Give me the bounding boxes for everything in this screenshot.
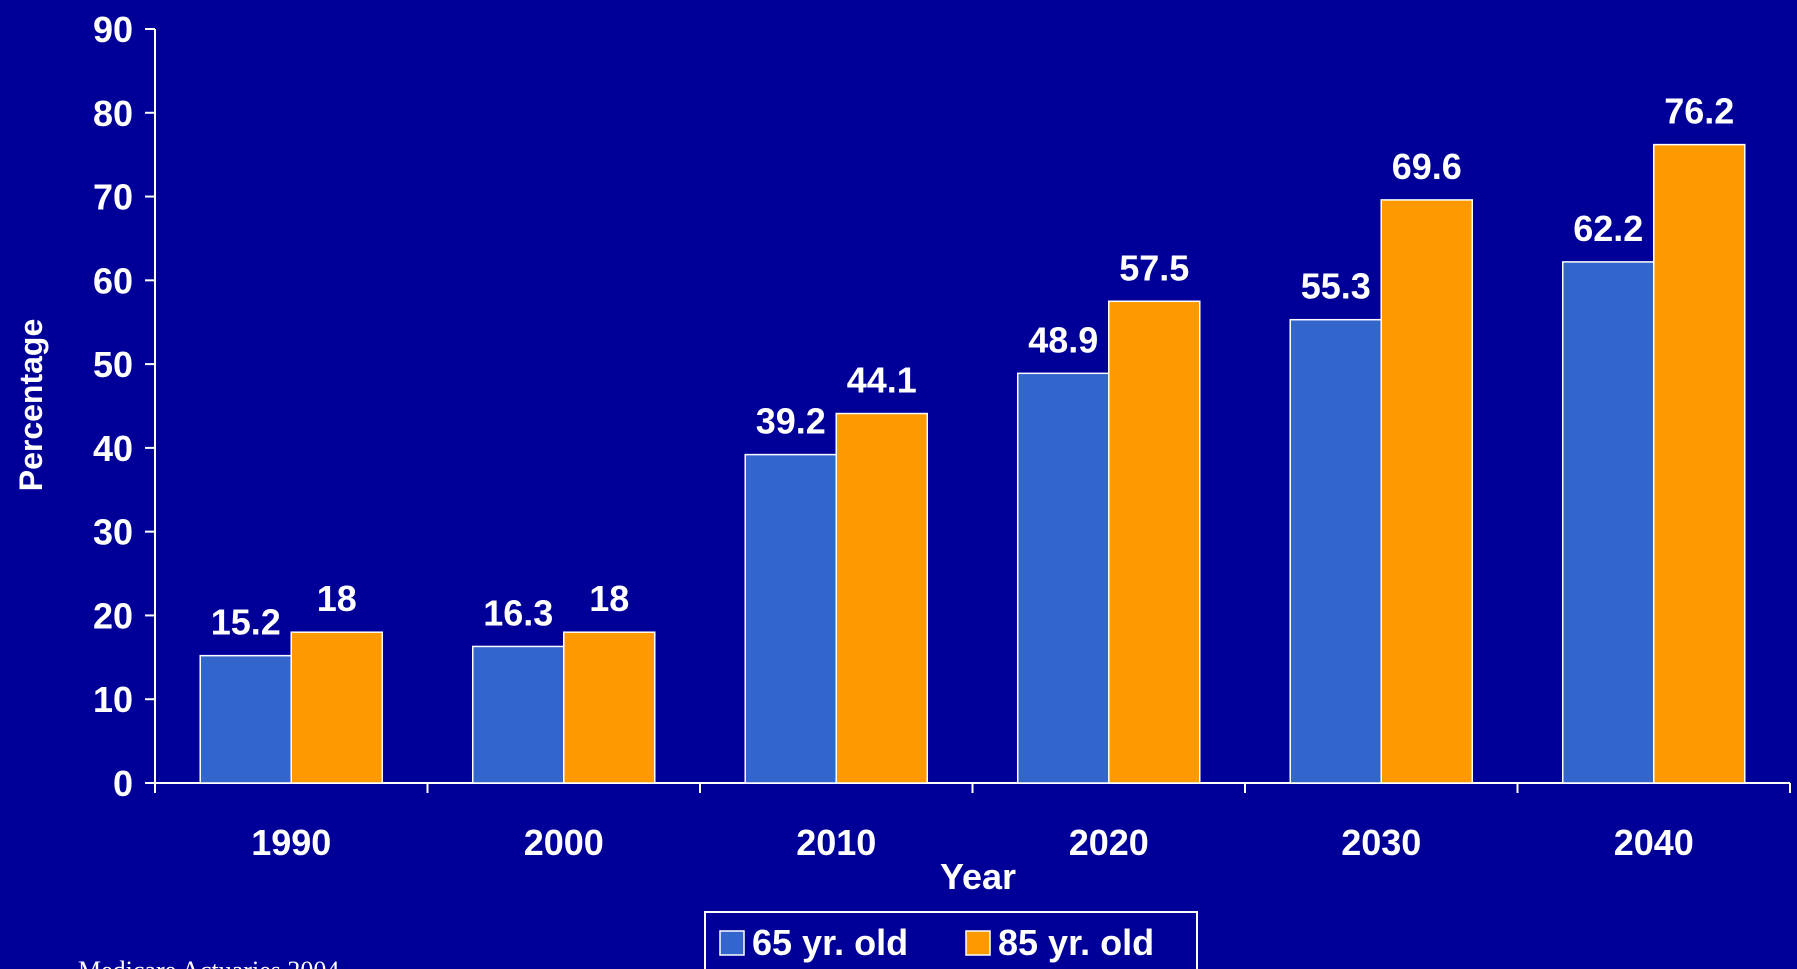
bar-65-2010 <box>744 453 837 784</box>
bar-65-2030 <box>1289 318 1382 784</box>
value-label-65-2030: 55.3 <box>1301 266 1371 307</box>
legend-label-65: 65 yr. old <box>752 922 908 963</box>
bar-85-2000 <box>563 631 656 784</box>
value-label-65-2020: 48.9 <box>1028 319 1098 360</box>
bar-85-2030 <box>1380 199 1474 784</box>
value-label-85-2030: 69.6 <box>1392 146 1462 187</box>
legend-swatch-85 <box>965 930 991 956</box>
y-tick-label: 50 <box>93 344 133 385</box>
y-tick-label: 10 <box>93 679 133 720</box>
legend: 65 yr. old 85 yr. old <box>704 911 1198 969</box>
value-label-65-1990: 15.2 <box>211 602 281 643</box>
value-label-85-2020: 57.5 <box>1119 247 1189 288</box>
value-label-65-2000: 16.3 <box>483 592 553 633</box>
x-tick-label: 2030 <box>1341 822 1421 863</box>
value-label-85-2000: 18 <box>589 578 629 619</box>
x-tick-label: 1990 <box>251 822 331 863</box>
bar-65-2020 <box>1016 372 1110 784</box>
y-axis-title: Percentage <box>13 319 49 492</box>
value-labels: 15.2 18 16.3 18 39.2 44.1 48.9 57.5 55.3 69.6 62.2… <box>211 91 1735 643</box>
y-tick-label: 20 <box>93 595 133 636</box>
value-label-85-1990: 18 <box>317 578 357 619</box>
x-tick-label: 2000 <box>524 822 604 863</box>
value-label-65-2040: 62.2 <box>1573 208 1643 249</box>
y-tick-label: 80 <box>93 93 133 134</box>
axes <box>145 28 1791 793</box>
bar-85-2040 <box>1653 143 1746 784</box>
bar-65-2040 <box>1561 261 1655 784</box>
source-note: Medicare Actuaries 2004 <box>78 956 339 969</box>
bar-85-1990 <box>290 631 384 784</box>
bar-85-2020 <box>1108 300 1201 784</box>
legend-swatch-65 <box>719 930 745 956</box>
y-tick-label: 70 <box>93 177 133 218</box>
x-axis-title: Year <box>940 856 1016 897</box>
value-label-65-2010: 39.2 <box>756 401 826 442</box>
y-tick-label: 30 <box>93 512 133 553</box>
bar-65-1990 <box>199 654 292 784</box>
y-tick-label: 0 <box>113 763 133 804</box>
value-label-85-2040: 76.2 <box>1664 91 1734 132</box>
y-tick-label: 40 <box>93 428 133 469</box>
x-tick-label: 2020 <box>1069 822 1149 863</box>
bars <box>199 143 1746 784</box>
bar-85-2010 <box>835 412 929 784</box>
bar-65-2000 <box>471 645 565 784</box>
legend-label-85: 85 yr. old <box>998 922 1154 963</box>
x-tick-label: 2040 <box>1614 822 1694 863</box>
y-tick-label: 90 <box>93 9 133 50</box>
legend-box <box>704 911 1198 969</box>
value-label-85-2010: 44.1 <box>847 360 917 401</box>
x-tick-label: 2010 <box>796 822 876 863</box>
y-tick-label: 60 <box>93 260 133 301</box>
